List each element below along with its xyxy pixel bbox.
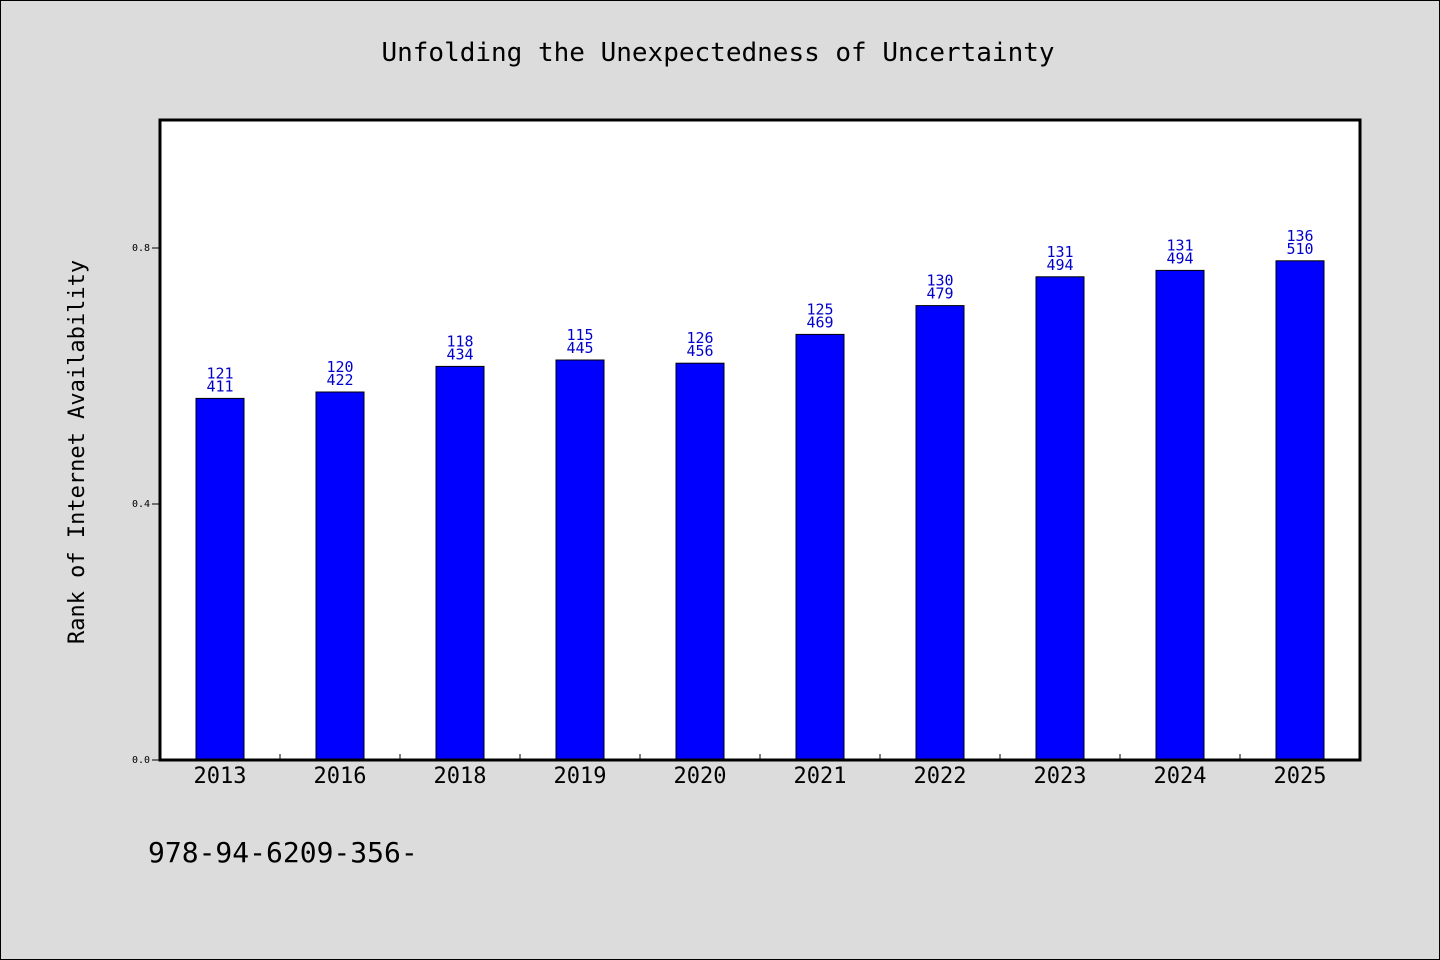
x-tick-label-2013: 2013 <box>194 764 247 789</box>
x-tick-label-2022: 2022 <box>914 764 967 789</box>
y-axis: 0.0 0.4 0.8 <box>132 243 160 766</box>
x-tick-label-2023: 2023 <box>1034 764 1087 789</box>
bar-label-bottom-2019: 445 <box>566 339 593 357</box>
x-tick-label-2020: 2020 <box>674 764 727 789</box>
bars-group <box>195 260 1325 761</box>
bar-2016 <box>315 391 365 761</box>
x-tick-label-2021: 2021 <box>794 764 847 789</box>
bar-label-bottom-2024: 494 <box>1166 249 1193 267</box>
bar-label-top-2021: 125 <box>806 300 833 318</box>
bar-label-top-2018: 118 <box>446 332 473 350</box>
bar-label-top-2013: 121 <box>206 364 233 382</box>
x-tick-label-2019: 2019 <box>554 764 607 789</box>
bar-2022 <box>915 305 965 761</box>
chart-title: Unfolding the Unexpectedness of Uncertai… <box>381 38 1054 68</box>
footer-text: 978-94-6209-356- <box>148 836 418 869</box>
bar-label-bottom-2021: 469 <box>806 313 833 331</box>
x-tick-label-2024: 2024 <box>1154 764 1207 789</box>
y-tick-label-0.0: 0.0 <box>132 755 150 766</box>
bar-2018 <box>435 365 485 761</box>
bar-label-bottom-2023: 494 <box>1046 256 1073 274</box>
bar-2019 <box>555 359 605 761</box>
x-tick-label-2016: 2016 <box>314 764 367 789</box>
bar-2024 <box>1155 269 1205 761</box>
bar-2013 <box>195 397 245 761</box>
bar-label-bottom-2013: 411 <box>206 377 233 395</box>
bar-label-top-2020: 126 <box>686 329 713 347</box>
bar-2023 <box>1035 276 1085 761</box>
bar-label-bottom-2018: 434 <box>446 345 473 363</box>
bar-label-top-2025: 136 <box>1286 227 1313 245</box>
bar-label-top-2022: 130 <box>926 272 953 290</box>
bar-2021 <box>795 333 845 761</box>
x-axis: 2013 2016 2018 2019 2020 2021 2022 2023 2024 2025 <box>194 754 1327 789</box>
bar-label-top-2019: 115 <box>566 326 593 344</box>
bar-label-top-2016: 120 <box>326 358 353 376</box>
bar-label-bottom-2016: 422 <box>326 371 353 389</box>
x-tick-label-2018: 2018 <box>434 764 487 789</box>
y-tick-label-0.8: 0.8 <box>132 243 150 254</box>
bar-label-bottom-2025: 510 <box>1286 240 1313 258</box>
bar-2025 <box>1275 260 1325 761</box>
bar-labels-group: 1214111204221184341154451264561254691304… <box>206 227 1313 396</box>
bar-label-bottom-2022: 479 <box>926 285 953 303</box>
y-axis-label: Rank of Internet Availability <box>65 260 90 644</box>
plot-border <box>158 118 1362 762</box>
bar-2020 <box>675 362 725 761</box>
y-tick-label-0.4: 0.4 <box>132 499 150 510</box>
bar-label-bottom-2020: 456 <box>686 342 713 360</box>
bar-label-top-2024: 131 <box>1166 236 1193 254</box>
bar-label-top-2023: 131 <box>1046 243 1073 261</box>
x-tick-label-2025: 2025 <box>1274 764 1327 789</box>
